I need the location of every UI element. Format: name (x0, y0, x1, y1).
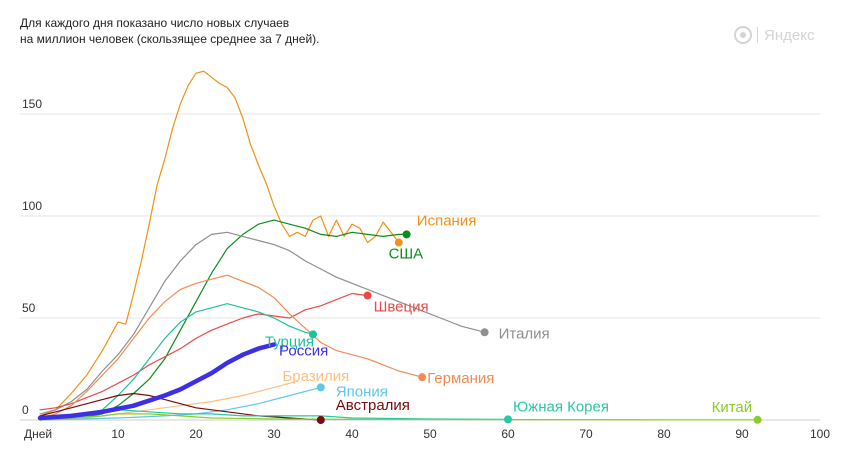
series-label-германия: Германия (427, 370, 494, 387)
x-tick-label: 60 (501, 427, 515, 441)
end-marker-турция (309, 330, 317, 339)
brand-divider (757, 27, 758, 43)
end-marker-сша (402, 230, 411, 239)
end-marker-швеция (363, 291, 372, 300)
y-axis-ticks: 0 50 100 150 (22, 97, 42, 417)
end-marker-италия (480, 328, 489, 337)
series-label-бразилия: Бразилия (282, 368, 349, 385)
x-tick-label: 30 (267, 427, 281, 441)
x-tick-label: 40 (345, 427, 359, 441)
end-marker-австралия (316, 416, 325, 424)
x-tick-label: 50 (423, 427, 437, 441)
x-tick-label: Дней (24, 427, 52, 441)
series-label-япония: Япония (336, 383, 388, 400)
y-tick-label: 0 (22, 403, 29, 417)
x-tick-label: 90 (735, 427, 749, 441)
x-tick-label: 100 (810, 427, 830, 441)
series-end-markers (309, 230, 762, 424)
series-line-россия (37, 342, 277, 421)
series-label-австралия: Австралия (336, 397, 410, 414)
subtitle-line-1: Для каждого дня показано число новых слу… (20, 16, 290, 30)
series-line-швеция (39, 292, 369, 411)
brand-name: Яндекс (764, 26, 815, 44)
end-marker-испания (394, 238, 403, 247)
x-tick-label: 20 (189, 427, 203, 441)
series-line-германия (39, 274, 423, 419)
y-tick-label: 100 (22, 199, 42, 213)
chart-subtitle: Для каждого дня показано число новых слу… (20, 15, 319, 47)
subtitle-line-2: на миллион человек (скользящее среднее з… (20, 32, 320, 46)
series-labels: Испания США Италия Швеция Германия ТурцияРосс… (265, 213, 752, 416)
series-lines (37, 70, 759, 421)
series-label-турция: Турция (265, 333, 314, 350)
end-marker-япония (316, 383, 325, 392)
series-line-испания (39, 70, 400, 417)
yandex-logo-icon (734, 26, 752, 44)
series-label-южная-корея: Южная Корея (513, 398, 609, 415)
x-tick-label: 70 (579, 427, 593, 441)
x-axis-ticks: Дней 10 20 30 40 50 60 70 80 90 100 (24, 427, 830, 441)
y-tick-label: 50 (22, 301, 36, 315)
x-tick-label: 10 (111, 427, 125, 441)
series-label-швеция: Швеция (374, 299, 429, 316)
series-label-китай: Китай (712, 399, 753, 416)
series-label-италия: Италия (499, 325, 550, 342)
end-marker-южная-корея (504, 415, 512, 424)
series-line-турция (39, 303, 314, 421)
series-line-китай (39, 413, 759, 421)
y-tick-label: 150 (22, 97, 42, 111)
series-label-россия: Россия (279, 343, 328, 360)
series-line-япония (39, 386, 322, 421)
series-line-сша (39, 219, 408, 421)
end-marker-германия (418, 373, 427, 382)
brand-logo[interactable]: Яндекс (734, 26, 814, 44)
end-marker-китай (753, 415, 762, 424)
series-line-италия (39, 231, 486, 415)
series-label-испания: Испания (417, 213, 477, 230)
x-tick-label: 80 (657, 427, 671, 441)
series-label-сша: США (389, 245, 424, 262)
